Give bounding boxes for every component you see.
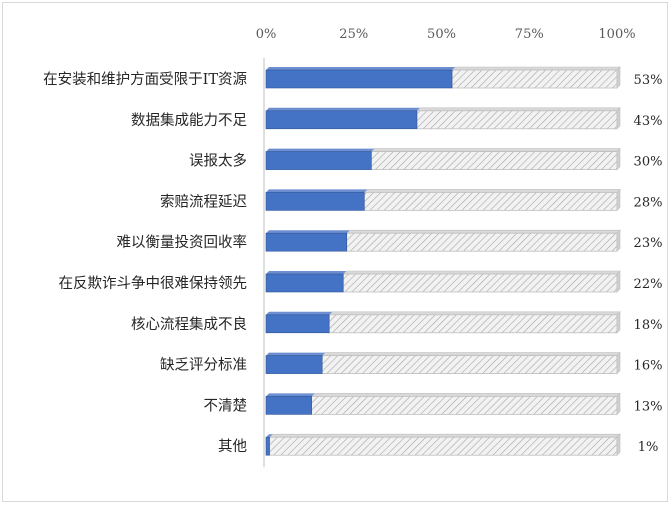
category-label: 在反欺诈斗争中很难保持领先 — [59, 274, 248, 292]
value-label: 13% — [634, 399, 663, 414]
value-label: 16% — [634, 359, 663, 374]
value-label: 1% — [638, 440, 659, 455]
bar-remainder — [321, 351, 621, 375]
category-label: 数据集成能力不足 — [131, 112, 247, 129]
bar-remainder — [370, 147, 621, 171]
value-label: 30% — [634, 155, 663, 170]
category-labels: 在安装和维护方面受限于IT资源数据集成能力不足误报太多索赔流程延迟难以衡量投资回… — [43, 71, 247, 455]
bar-remainder — [342, 270, 621, 293]
value-labels: 53% 43% 30% 28% 23% 22% 18% 16% 13% 1% — [634, 73, 663, 455]
value-label: 18% — [634, 318, 663, 333]
bar-remainder — [363, 188, 621, 212]
category-label: 误报太多 — [189, 153, 247, 170]
bar-value — [265, 393, 315, 415]
bar-value — [265, 148, 375, 170]
bar-remainder — [416, 107, 621, 130]
category-label: 在安装和维护方面受限于IT资源 — [43, 71, 247, 88]
bar-remainder — [451, 66, 621, 89]
bar-value — [265, 352, 326, 374]
value-label: 53% — [634, 73, 663, 88]
x-tick-label: 75% — [515, 27, 544, 42]
x-tick-label: 100% — [598, 27, 635, 42]
category-label: 索赔流程延迟 — [160, 193, 247, 210]
x-tick-label: 0% — [256, 27, 277, 42]
value-label: 43% — [634, 114, 663, 129]
x-tick-label: 50% — [427, 27, 456, 42]
category-label: 缺乏评分标准 — [160, 357, 247, 374]
bar-value — [265, 311, 333, 334]
bar-value — [265, 189, 368, 211]
x-axis-ticks: 0% 25% 50% 75% 100% — [256, 27, 636, 42]
bar-remainder — [328, 311, 621, 334]
x-tick-label: 25% — [339, 27, 368, 42]
value-label: 28% — [634, 195, 663, 210]
bar-remainder — [268, 433, 621, 456]
category-label: 核心流程集成不良 — [131, 316, 247, 333]
category-label: 不清楚 — [204, 397, 248, 414]
bar-value — [265, 107, 420, 130]
bar-value — [265, 271, 347, 293]
bar-remainder — [310, 392, 621, 416]
category-label: 难以衡量投资回收率 — [117, 234, 248, 251]
value-label: 23% — [634, 236, 663, 251]
bar-value — [265, 67, 456, 89]
bars — [265, 66, 621, 456]
bar-value — [265, 434, 273, 456]
value-label: 22% — [634, 277, 663, 292]
category-label: 其他 — [218, 438, 247, 455]
bar-value — [265, 230, 350, 252]
bar-remainder — [346, 229, 621, 252]
